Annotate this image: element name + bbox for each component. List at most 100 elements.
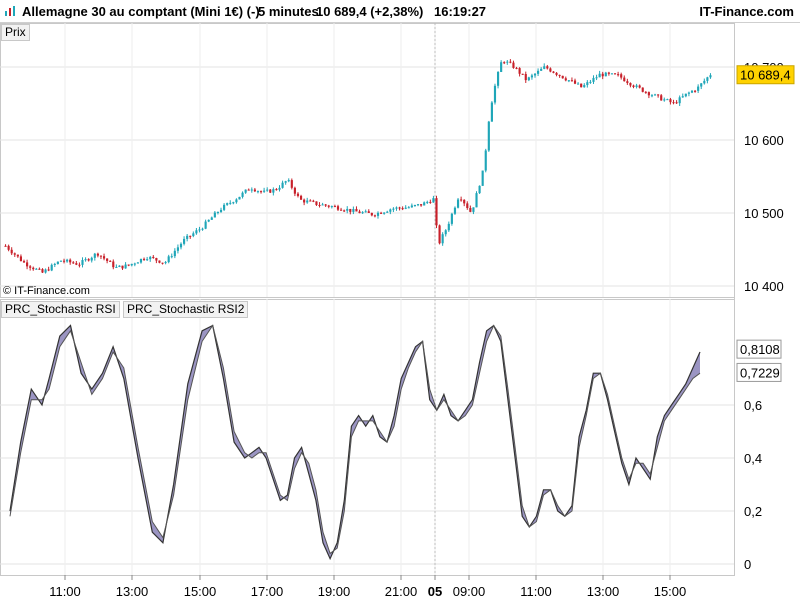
time-tick-label: 11:00 [49,584,81,599]
candle-body [179,243,183,248]
candle-body [463,199,466,204]
candle-body [19,256,23,262]
candle-body [296,193,300,196]
candle-body [10,249,13,254]
candle-body [72,262,75,264]
candle-body [287,180,290,182]
candle-body [666,99,669,101]
candle-body [333,206,336,208]
candle-body [281,182,284,188]
candle-body [653,94,657,96]
candle-body [309,200,312,202]
candle-body [367,211,370,213]
time-tick-label: 21:00 [385,584,418,599]
price-panel-label[interactable]: Prix [1,24,30,41]
candle-body [453,207,457,214]
timeframe-label[interactable]: 5 minutes [258,4,319,19]
stoch-rsi-label[interactable]: PRC_Stochastic RSI [1,301,120,318]
candle-body [263,190,266,192]
candle-body [112,261,115,268]
candle-body [607,72,610,74]
candle-body [650,95,654,97]
candle-body [490,102,493,122]
candle-body [223,204,226,210]
candle-body [115,266,118,268]
candle-body [373,215,377,217]
candle-body [81,260,84,265]
candle-body [407,207,410,209]
time-tick-label: 13:00 [587,584,620,599]
candle-body [466,203,469,209]
candle-body [657,94,660,96]
candle-body [472,207,475,212]
candle-body [109,260,112,262]
candle-body [533,73,537,76]
candle-body [90,257,93,261]
candle-body [524,74,527,81]
candle-body [558,74,561,76]
chart-header: Allemagne 30 au comptant (Mini 1€) (-) 5… [0,0,800,23]
candle-body [7,245,10,250]
candle-body [241,192,244,197]
candle-body [675,102,678,104]
candle-body [469,208,472,212]
stoch-rsi2-label[interactable]: PRC_Stochastic RSI2 [123,301,249,318]
candle-body [684,93,687,97]
candle-body [506,61,509,63]
time-tick-label: 15:00 [184,584,217,599]
candle-body [189,235,192,237]
candle-body [173,250,176,257]
candle-body [96,253,99,256]
candle-body [617,74,620,76]
candle-body [56,261,59,264]
candle-body [133,263,136,265]
candle-body [293,187,296,194]
candle-body [216,211,220,213]
time-tick-label: 05 [428,584,442,599]
candle-body [392,208,395,210]
candle-body [324,204,327,206]
instrument-title: Allemagne 30 au comptant (Mini 1€) (-) [22,4,260,19]
candle-body [219,209,223,212]
candle-body [315,201,318,205]
brand-label: IT-Finance.com [699,4,794,19]
stoch-fill-area [10,325,700,559]
candle-body [635,85,638,87]
candle-body [693,90,697,92]
candle-body [700,83,703,87]
candle-body [595,77,598,79]
candle-body [278,187,281,190]
candle-body [629,82,632,86]
candle-body [176,247,179,251]
candle-body [127,264,130,266]
candle-body [327,205,330,207]
candle-body [586,82,589,86]
stoch-rsi-line [9,324,701,561]
candle-body [38,268,41,270]
candle-body [275,189,278,191]
candle-body [210,217,213,220]
stoch-rsi2-line [9,324,701,555]
candle-body [93,253,96,258]
candle-body [247,189,250,191]
candle-body [192,233,195,237]
candle-body [435,198,438,226]
candle-body [146,259,149,261]
candle-body [567,80,570,82]
stoch-current-tag [736,362,782,382]
candle-body [336,206,340,210]
candle-body [460,199,463,201]
candle-body [186,235,189,239]
candle-body [47,269,50,271]
candle-body [601,73,604,77]
candle-body [641,87,644,92]
candle-body [41,269,44,273]
candle-body [136,262,139,264]
candle-body [4,245,7,247]
candle-body [198,229,201,231]
candle-body [370,212,373,216]
candle-body [552,71,555,73]
candle-body [380,212,383,214]
candle-body [84,259,87,261]
